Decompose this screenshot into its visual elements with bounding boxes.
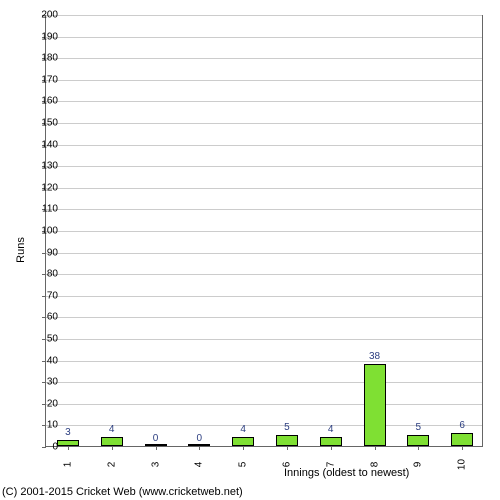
- bar-value-label: 0: [197, 433, 203, 444]
- chart-container: 3142030445564738859610: [45, 15, 483, 447]
- y-tick-label: 180: [41, 53, 58, 64]
- y-tick-label: 50: [47, 334, 58, 345]
- y-tick-label: 30: [47, 377, 58, 388]
- y-tick-label: 200: [41, 10, 58, 21]
- y-tick: [42, 253, 46, 254]
- bar-value-label: 4: [240, 424, 246, 435]
- y-tick-label: 0: [52, 442, 58, 453]
- bar-value-label: 5: [416, 422, 422, 433]
- x-tick: [287, 446, 288, 450]
- bar: [451, 433, 473, 446]
- y-tick-label: 40: [47, 355, 58, 366]
- bar-value-label: 6: [459, 420, 465, 431]
- x-tick: [243, 446, 244, 450]
- y-tick-label: 70: [47, 290, 58, 301]
- x-tick-label: 6: [281, 462, 292, 468]
- x-tick: [462, 446, 463, 450]
- gridline: [46, 209, 482, 210]
- gridline: [46, 101, 482, 102]
- y-tick-label: 10: [47, 420, 58, 431]
- y-tick-label: 60: [47, 312, 58, 323]
- gridline: [46, 123, 482, 124]
- x-tick-label: 5: [238, 462, 249, 468]
- y-tick-label: 110: [42, 204, 58, 215]
- y-tick-label: 130: [41, 161, 58, 172]
- y-tick: [42, 447, 46, 448]
- bar-value-label: 38: [369, 351, 380, 362]
- x-tick-label: 9: [413, 462, 424, 468]
- gridline: [46, 296, 482, 297]
- y-tick: [42, 339, 46, 340]
- x-tick: [375, 446, 376, 450]
- x-tick: [418, 446, 419, 450]
- gridline: [46, 317, 482, 318]
- x-tick-label: 10: [457, 459, 468, 470]
- bar-value-label: 3: [65, 427, 71, 438]
- y-tick-label: 170: [41, 74, 58, 85]
- gridline: [46, 80, 482, 81]
- y-tick: [42, 382, 46, 383]
- x-tick-label: 4: [194, 462, 205, 468]
- gridline: [46, 339, 482, 340]
- y-axis-title: Runs: [15, 237, 27, 263]
- y-tick-label: 80: [47, 269, 58, 280]
- bar: [320, 437, 342, 446]
- x-tick-label: 2: [106, 462, 117, 468]
- gridline: [46, 274, 482, 275]
- bar: [232, 437, 254, 446]
- y-tick-label: 20: [47, 398, 58, 409]
- y-tick-label: 90: [47, 247, 58, 258]
- gridline: [46, 37, 482, 38]
- y-tick-label: 150: [41, 118, 58, 129]
- y-tick-label: 120: [41, 182, 58, 193]
- y-tick: [42, 296, 46, 297]
- gridline: [46, 15, 482, 16]
- gridline: [46, 382, 482, 383]
- y-tick: [42, 404, 46, 405]
- copyright-text: (C) 2001-2015 Cricket Web (www.cricketwe…: [2, 486, 243, 498]
- x-axis-title: Innings (oldest to newest): [284, 467, 409, 479]
- gridline: [46, 253, 482, 254]
- bar: [364, 364, 386, 446]
- bar-value-label: 4: [109, 424, 115, 435]
- y-tick-label: 140: [41, 139, 58, 150]
- x-tick: [112, 446, 113, 450]
- x-tick: [199, 446, 200, 450]
- x-tick-label: 1: [62, 462, 73, 468]
- bar-value-label: 5: [284, 422, 290, 433]
- bar: [276, 435, 298, 446]
- bar: [407, 435, 429, 446]
- bar-value-label: 0: [153, 433, 159, 444]
- y-tick: [42, 317, 46, 318]
- gridline: [46, 404, 482, 405]
- plot-area: 3142030445564738859610: [45, 15, 483, 447]
- gridline: [46, 188, 482, 189]
- x-tick-label: 3: [150, 462, 161, 468]
- gridline: [46, 231, 482, 232]
- bar: [101, 437, 123, 446]
- y-tick-label: 160: [41, 96, 58, 107]
- y-tick-label: 100: [41, 226, 58, 237]
- x-tick: [331, 446, 332, 450]
- x-tick-label: 8: [369, 462, 380, 468]
- y-tick: [42, 274, 46, 275]
- y-tick: [42, 425, 46, 426]
- y-tick-label: 190: [41, 31, 58, 42]
- gridline: [46, 361, 482, 362]
- x-tick-label: 7: [325, 462, 336, 468]
- gridline: [46, 166, 482, 167]
- x-tick: [68, 446, 69, 450]
- y-tick: [42, 361, 46, 362]
- gridline: [46, 145, 482, 146]
- gridline: [46, 58, 482, 59]
- x-tick: [156, 446, 157, 450]
- bar-value-label: 4: [328, 424, 334, 435]
